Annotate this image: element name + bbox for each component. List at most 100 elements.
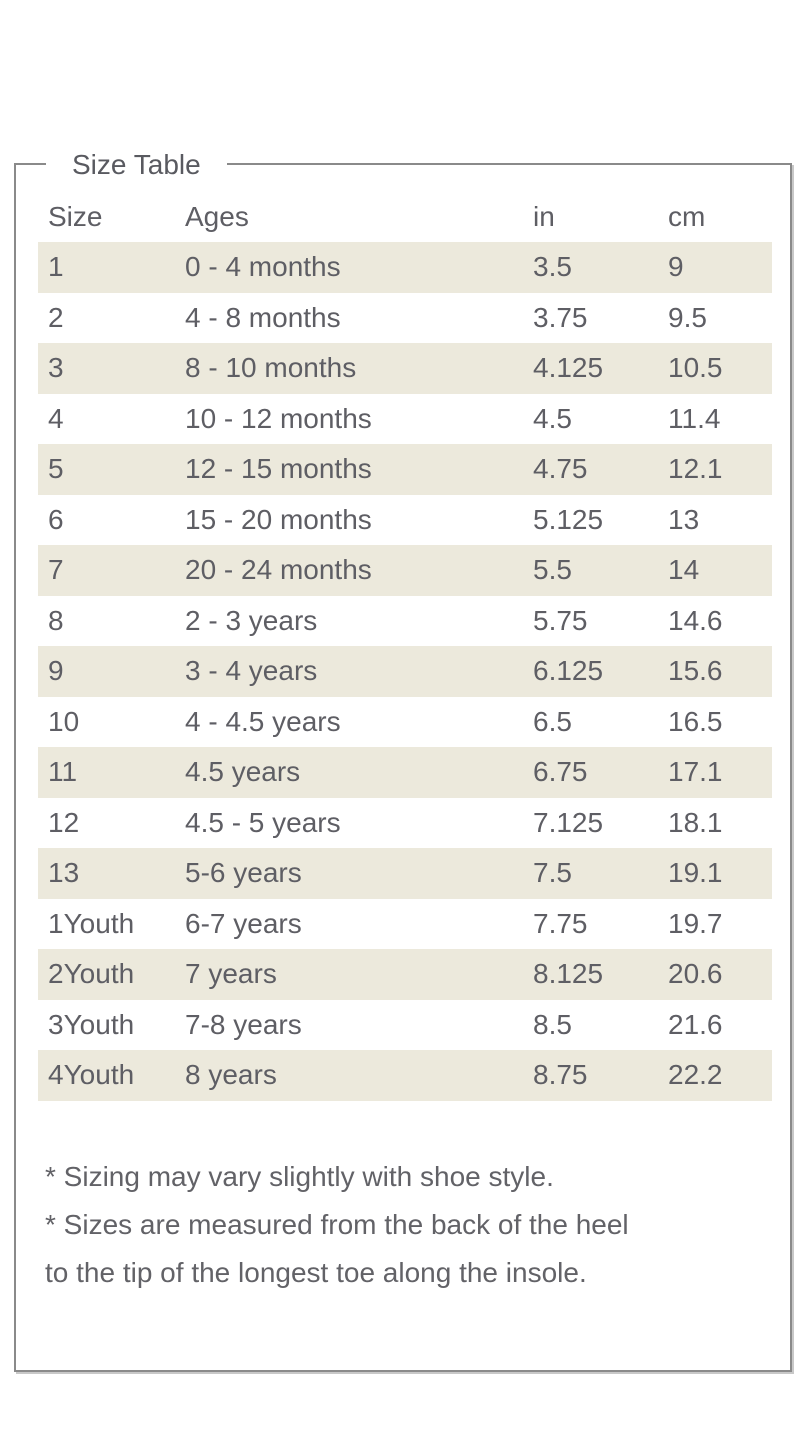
cell-in: 7.5 [533, 857, 572, 889]
size-table-header: Size Ages in cm [38, 192, 772, 242]
cell-size: 11 [48, 756, 78, 788]
cell-cm: 21.6 [668, 1008, 723, 1040]
cell-cm: 15.6 [668, 655, 723, 687]
cell-size: 12 [48, 806, 80, 838]
size-table-legend: Size Table [46, 149, 227, 181]
footnotes: * Sizing may vary slightly with shoe sty… [45, 1153, 629, 1297]
table-row: 4 10 - 12 months 4.5 11.4 [38, 394, 772, 445]
cell-ages: 8 - 10 months [185, 352, 357, 384]
table-row: 13 5-6 years 7.5 19.1 [38, 848, 772, 899]
col-header-size: Size [48, 201, 103, 232]
cell-in: 4.5 [533, 402, 572, 434]
table-row: 1Youth 6-7 years 7.75 19.7 [38, 899, 772, 950]
cell-ages: 10 - 12 months [185, 402, 372, 434]
footnote-line: * Sizes are measured from the back of th… [45, 1209, 629, 1240]
cell-ages: 7 years [185, 958, 277, 990]
footnote-line: * Sizing may vary slightly with shoe sty… [45, 1161, 554, 1192]
cell-cm: 16.5 [668, 705, 723, 737]
table-row: 4Youth 8 years 8.75 22.2 [38, 1050, 772, 1101]
cell-ages: 20 - 24 months [185, 554, 372, 586]
cell-size: 1Youth [48, 907, 135, 939]
cell-ages: 4.5 - 5 years [185, 806, 341, 838]
cell-in: 6.125 [533, 655, 604, 687]
cell-in: 7.75 [533, 907, 588, 939]
table-row: 5 12 - 15 months 4.75 12.1 [38, 444, 772, 495]
cell-size: 1 [48, 251, 64, 283]
cell-in: 4.75 [533, 453, 588, 485]
table-row: 2 4 - 8 months 3.75 9.5 [38, 293, 772, 344]
cell-in: 5.75 [533, 604, 588, 636]
cell-in: 8.5 [533, 1008, 572, 1040]
cell-cm: 12.1 [668, 453, 723, 485]
cell-size: 13 [48, 857, 80, 889]
table-row: 1 0 - 4 months 3.5 9 [38, 242, 772, 293]
cell-ages: 6-7 years [185, 907, 302, 939]
cell-ages: 12 - 15 months [185, 453, 372, 485]
cell-cm: 17.1 [668, 756, 723, 788]
cell-ages: 15 - 20 months [185, 503, 372, 535]
cell-cm: 14.6 [668, 604, 723, 636]
cell-ages: 4 - 8 months [185, 301, 341, 333]
table-row: 3 8 - 10 months 4.125 10.5 [38, 343, 772, 394]
cell-cm: 14 [668, 554, 700, 586]
header-row: Size Ages in cm [38, 192, 772, 242]
cell-cm: 18.1 [668, 806, 723, 838]
table-row: 3Youth 7-8 years 8.5 21.6 [38, 1000, 772, 1051]
col-header-ages: Ages [185, 201, 249, 232]
cell-size: 4Youth [48, 1059, 135, 1091]
cell-in: 6.5 [533, 705, 572, 737]
cell-in: 3.5 [533, 251, 572, 283]
cell-size: 6 [48, 503, 64, 535]
col-header-in: in [533, 201, 555, 232]
cell-size: 3 [48, 352, 64, 384]
cell-cm: 22.2 [668, 1059, 723, 1091]
cell-in: 8.75 [533, 1059, 588, 1091]
table-row: 7 20 - 24 months 5.5 14 [38, 545, 772, 596]
cell-ages: 2 - 3 years [185, 604, 318, 636]
table-row: 2Youth 7 years 8.125 20.6 [38, 949, 772, 1000]
table-row: 8 2 - 3 years 5.75 14.6 [38, 596, 772, 647]
cell-size: 4 [48, 402, 64, 434]
cell-size: 9 [48, 655, 64, 687]
cell-in: 5.125 [533, 503, 604, 535]
cell-cm: 9.5 [668, 301, 707, 333]
cell-cm: 19.7 [668, 907, 723, 939]
cell-in: 8.125 [533, 958, 604, 990]
cell-ages: 8 years [185, 1059, 277, 1091]
cell-size: 10 [48, 705, 80, 737]
size-table: Size Ages in cm 1 0 - 4 months 3.5 9 2 4 - 8 … [38, 192, 772, 1101]
cell-ages: 5-6 years [185, 857, 302, 889]
col-header-cm: cm [668, 201, 706, 232]
cell-in: 4.125 [533, 352, 604, 384]
cell-ages: 4.5 years [185, 756, 301, 788]
size-table-body: 1 0 - 4 months 3.5 9 2 4 - 8 months 3.75 9.5 3 8 … [38, 242, 772, 1101]
cell-in: 3.75 [533, 301, 588, 333]
cell-size: 5 [48, 453, 64, 485]
cell-cm: 19.1 [668, 857, 723, 889]
cell-ages: 3 - 4 years [185, 655, 318, 687]
table-row: 12 4.5 - 5 years 7.125 18.1 [38, 798, 772, 849]
table-row: 6 15 - 20 months 5.125 13 [38, 495, 772, 546]
cell-cm: 10.5 [668, 352, 723, 384]
cell-ages: 0 - 4 months [185, 251, 341, 283]
cell-cm: 11.4 [668, 402, 721, 434]
cell-size: 2 [48, 301, 64, 333]
footnote-line: to the tip of the longest toe along the … [45, 1257, 587, 1288]
cell-in: 7.125 [533, 806, 604, 838]
cell-size: 2Youth [48, 958, 135, 990]
table-row: 11 4.5 years 6.75 17.1 [38, 747, 772, 798]
cell-size: 3Youth [48, 1008, 135, 1040]
cell-in: 5.5 [533, 554, 572, 586]
table-row: 10 4 - 4.5 years 6.5 16.5 [38, 697, 772, 748]
table-row: 9 3 - 4 years 6.125 15.6 [38, 646, 772, 697]
cell-cm: 13 [668, 503, 700, 535]
cell-size: 7 [48, 554, 64, 586]
cell-ages: 4 - 4.5 years [185, 705, 341, 737]
cell-cm: 20.6 [668, 958, 723, 990]
cell-ages: 7-8 years [185, 1008, 302, 1040]
size-table-panel: Size Table Size Ages in cm 1 0 - 4 months… [14, 149, 792, 1372]
cell-cm: 9 [668, 251, 684, 283]
cell-size: 8 [48, 604, 64, 636]
cell-in: 6.75 [533, 756, 588, 788]
